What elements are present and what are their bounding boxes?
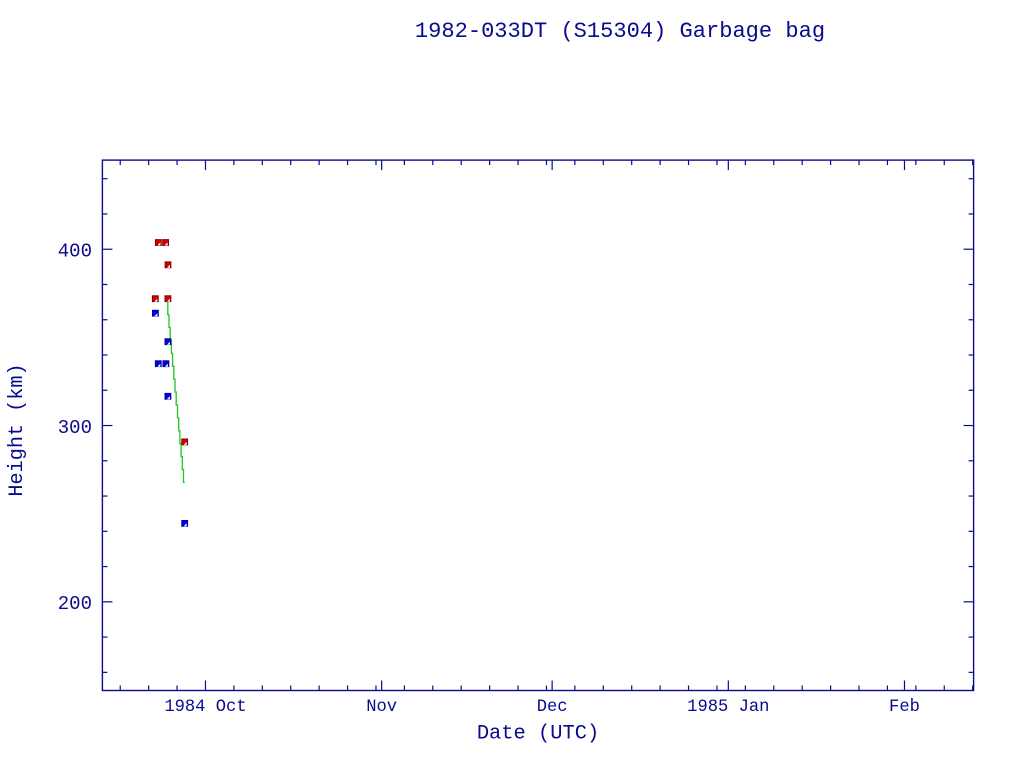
svg-text:1985 Jan: 1985 Jan bbox=[687, 698, 769, 717]
svg-text:200: 200 bbox=[58, 593, 92, 615]
svg-text:1982-033DT (S15304) Garbage ba: 1982-033DT (S15304) Garbage bag bbox=[415, 19, 825, 44]
svg-text:1984 Oct: 1984 Oct bbox=[164, 698, 246, 717]
svg-text:Nov: Nov bbox=[366, 698, 397, 717]
svg-text:300: 300 bbox=[58, 417, 92, 439]
svg-text:400: 400 bbox=[58, 241, 92, 263]
svg-text:Date (UTC): Date (UTC) bbox=[477, 723, 599, 746]
svg-text:Dec: Dec bbox=[537, 698, 568, 717]
svg-text:Height (km): Height (km) bbox=[6, 363, 29, 496]
svg-text:Feb: Feb bbox=[889, 698, 920, 717]
